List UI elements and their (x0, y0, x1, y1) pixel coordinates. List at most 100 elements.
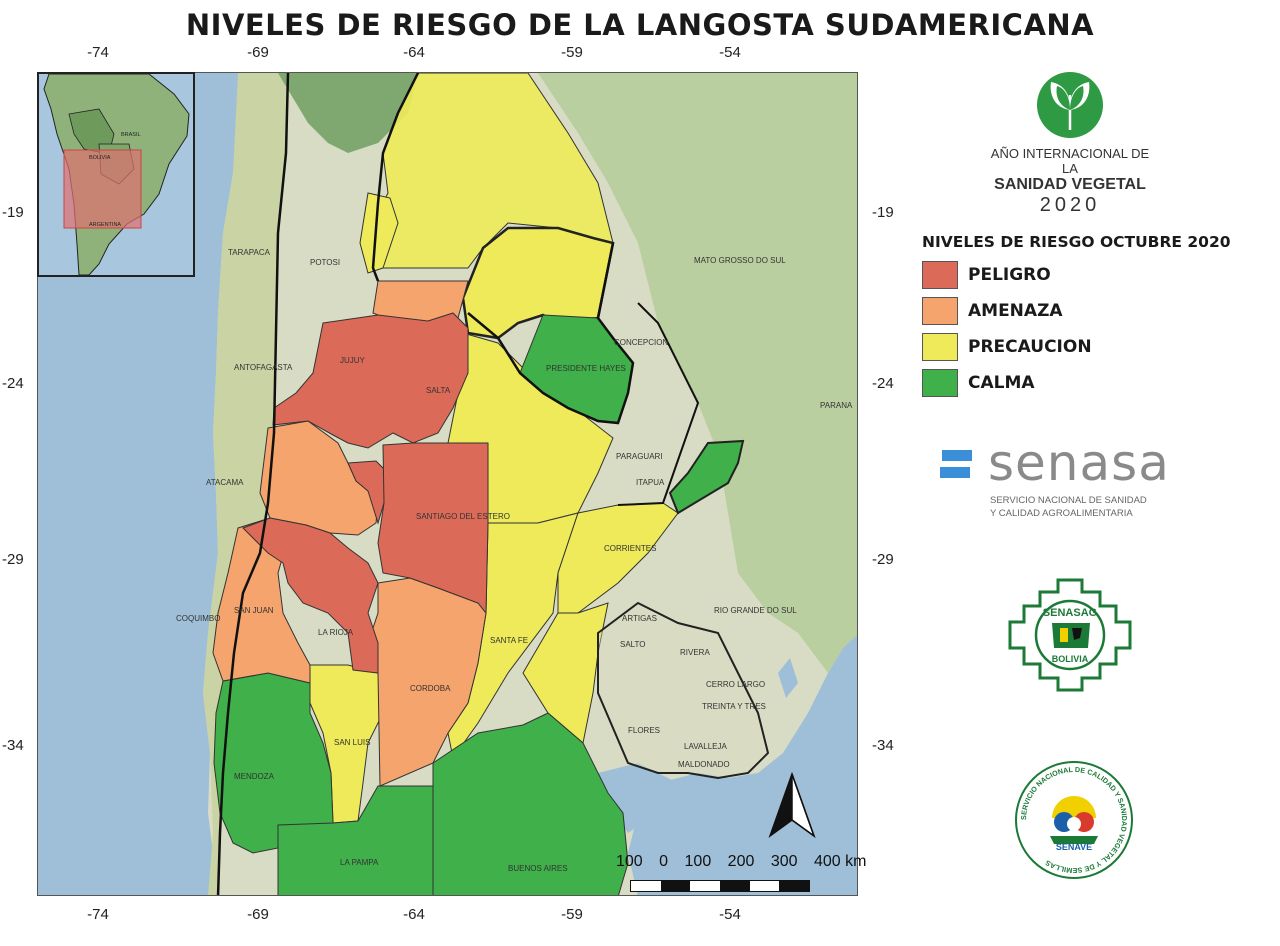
label-paraguari: PARAGUARI (616, 452, 663, 461)
lon-tick-top: -74 (87, 44, 109, 61)
brazil-area (538, 73, 857, 673)
label-parana: PARANA (820, 401, 853, 410)
lat-tick-left: -24 (2, 375, 24, 392)
label-tarapaca: TARAPACA (228, 248, 271, 257)
inset-svg: BRASIL BOLIVIA ARGENTINA (39, 74, 193, 275)
region-bolivia-south[interactable] (372, 73, 614, 269)
label-potosi: POTOSI (310, 258, 340, 267)
lat-tick-right: -19 (872, 204, 894, 221)
senasa-subtitle-line: Y CALIDAD AGROALIMENTARIA (990, 508, 1133, 519)
label-la-pampa: LA PAMPA (340, 858, 379, 867)
region-la-rioja[interactable] (242, 517, 379, 674)
legend-title: NIVELES DE RIESGO OCTUBRE 2020 (922, 233, 1231, 251)
plant-icon (1037, 72, 1103, 138)
label-rio-grande-do-sul: RIO GRANDE DO SUL (714, 606, 797, 615)
inset-map[interactable]: BRASIL BOLIVIA ARGENTINA (37, 72, 195, 277)
label-treinta-y-tres: TREINTA Y TRES (702, 702, 766, 711)
aisv-line1: AÑO INTERNACIONAL DE LA (990, 146, 1150, 176)
label-santiago-del-estero: SANTIAGO DEL ESTERO (416, 512, 510, 521)
scale-label: 100 (616, 853, 643, 870)
lon-tick-top: -59 (561, 44, 583, 61)
lat-tick-left: -29 (2, 551, 24, 568)
label-itapua: ITAPUA (636, 478, 665, 487)
label-cerro-largo: CERRO LARGO (706, 680, 765, 689)
scale-bar (630, 880, 810, 892)
label-concepcion: CONCEPCION (614, 338, 668, 347)
region-santiago-del-estero[interactable] (377, 442, 489, 615)
region-la-pampa[interactable] (277, 785, 434, 896)
label-salta: SALTA (426, 386, 451, 395)
senasa-subtitle: SERVICIO NACIONAL DE SANIDAD Y CALIDAD A… (990, 494, 1147, 520)
label-salto: SALTO (620, 640, 646, 649)
border-chile-argentina (216, 73, 290, 895)
scale-label: 100 (684, 853, 712, 870)
label-artigas: ARTIGAS (622, 614, 657, 623)
lon-tick-bottom: -54 (719, 906, 741, 923)
legend-swatch (922, 261, 958, 289)
label-coquimbo: COQUIMBO (176, 614, 220, 623)
lon-tick-top: -69 (247, 44, 269, 61)
legend-item-calma: CALMA (922, 369, 1035, 397)
scale-label: 300 (770, 853, 798, 870)
map-title: NIVELES DE RIESGO DE LA LANGOSTA SUDAMER… (185, 8, 1095, 42)
label-atacama: ATACAMA (206, 478, 244, 487)
lon-tick-bottom: -69 (247, 906, 269, 923)
region-entre-rios[interactable] (522, 602, 609, 744)
senasa-subtitle-line: SERVICIO NACIONAL DE SANIDAD (990, 495, 1147, 506)
legend-label: AMENAZA (968, 301, 1063, 321)
legend-item-amenaza: AMENAZA (922, 297, 1063, 325)
lat-tick-left: -34 (2, 737, 24, 754)
senasa-mark-icon (940, 450, 974, 478)
region-bolivia-potosi-edge[interactable] (359, 192, 399, 274)
border-chile-bolivia (371, 73, 420, 282)
lat-tick-right: -24 (872, 375, 894, 392)
senasa-word: senasa (988, 434, 1170, 492)
region-buenos-aires[interactable] (432, 712, 629, 896)
inset-extent (63, 149, 142, 229)
legend-label: PELIGRO (968, 265, 1051, 285)
senave-name: SENAVE (1056, 842, 1092, 852)
label-presidente-hayes: PRESIDENTE HAYES (546, 364, 626, 373)
label-santa-fe: SANTA FE (490, 636, 528, 645)
lat-tick-right: -34 (872, 737, 894, 754)
legend-label: PRECAUCION (968, 337, 1092, 357)
legend-item-peligro: PELIGRO (922, 261, 1051, 289)
lon-tick-top: -54 (719, 44, 741, 61)
border-paraguay-argentina (467, 242, 635, 425)
lon-tick-bottom: -74 (87, 906, 109, 923)
andes-relief (278, 73, 418, 153)
label-maldonado: MALDONADO (678, 760, 730, 769)
scale-label: 400 km (813, 853, 867, 870)
scale-label: 0 (659, 853, 669, 870)
aisv-line2: SANIDAD VEGETAL (994, 176, 1146, 193)
label-mendoza: MENDOZA (234, 772, 275, 781)
lon-tick-top: -64 (403, 44, 425, 61)
legend-swatch (922, 369, 958, 397)
region-misiones[interactable] (668, 439, 745, 515)
label-cordoba: CORDOBA (410, 684, 451, 693)
legend-item-precaucion: PRECAUCION (922, 333, 1092, 361)
region-tucuman[interactable] (347, 460, 389, 525)
label-san-juan: SAN JUAN (234, 606, 274, 615)
scale-labels: 100 0 100 200 300 400 km (616, 853, 878, 871)
lon-tick-bottom: -59 (561, 906, 583, 923)
label-corrientes: CORRIENTES (604, 544, 656, 553)
senasag-top: SENASAG (1043, 607, 1097, 619)
scale-label: 200 (727, 853, 755, 870)
border-paraguay-brazil (617, 302, 700, 506)
lon-tick-bottom: -64 (403, 906, 425, 923)
label-antofagasta: ANTOFAGASTA (234, 363, 293, 372)
inset-label-bolivia: BOLIVIA (89, 155, 111, 161)
inset-label-brasil: BRASIL (121, 132, 141, 138)
inset-label-argentina: ARGENTINA (89, 222, 121, 228)
lat-tick-right: -29 (872, 551, 894, 568)
region-uruguay[interactable] (597, 601, 770, 780)
lat-tick-left: -19 (2, 204, 24, 221)
label-rivera: RIVERA (680, 648, 710, 657)
lagoon (778, 658, 798, 698)
label-buenos-aires: BUENOS AIRES (508, 864, 568, 873)
senasag-bottom: BOLIVIA (1052, 654, 1089, 664)
legend-swatch (922, 297, 958, 325)
label-la-rioja: LA RIOJA (318, 628, 354, 637)
label-mato-grosso-do-sul: MATO GROSSO DO SUL (694, 256, 786, 265)
